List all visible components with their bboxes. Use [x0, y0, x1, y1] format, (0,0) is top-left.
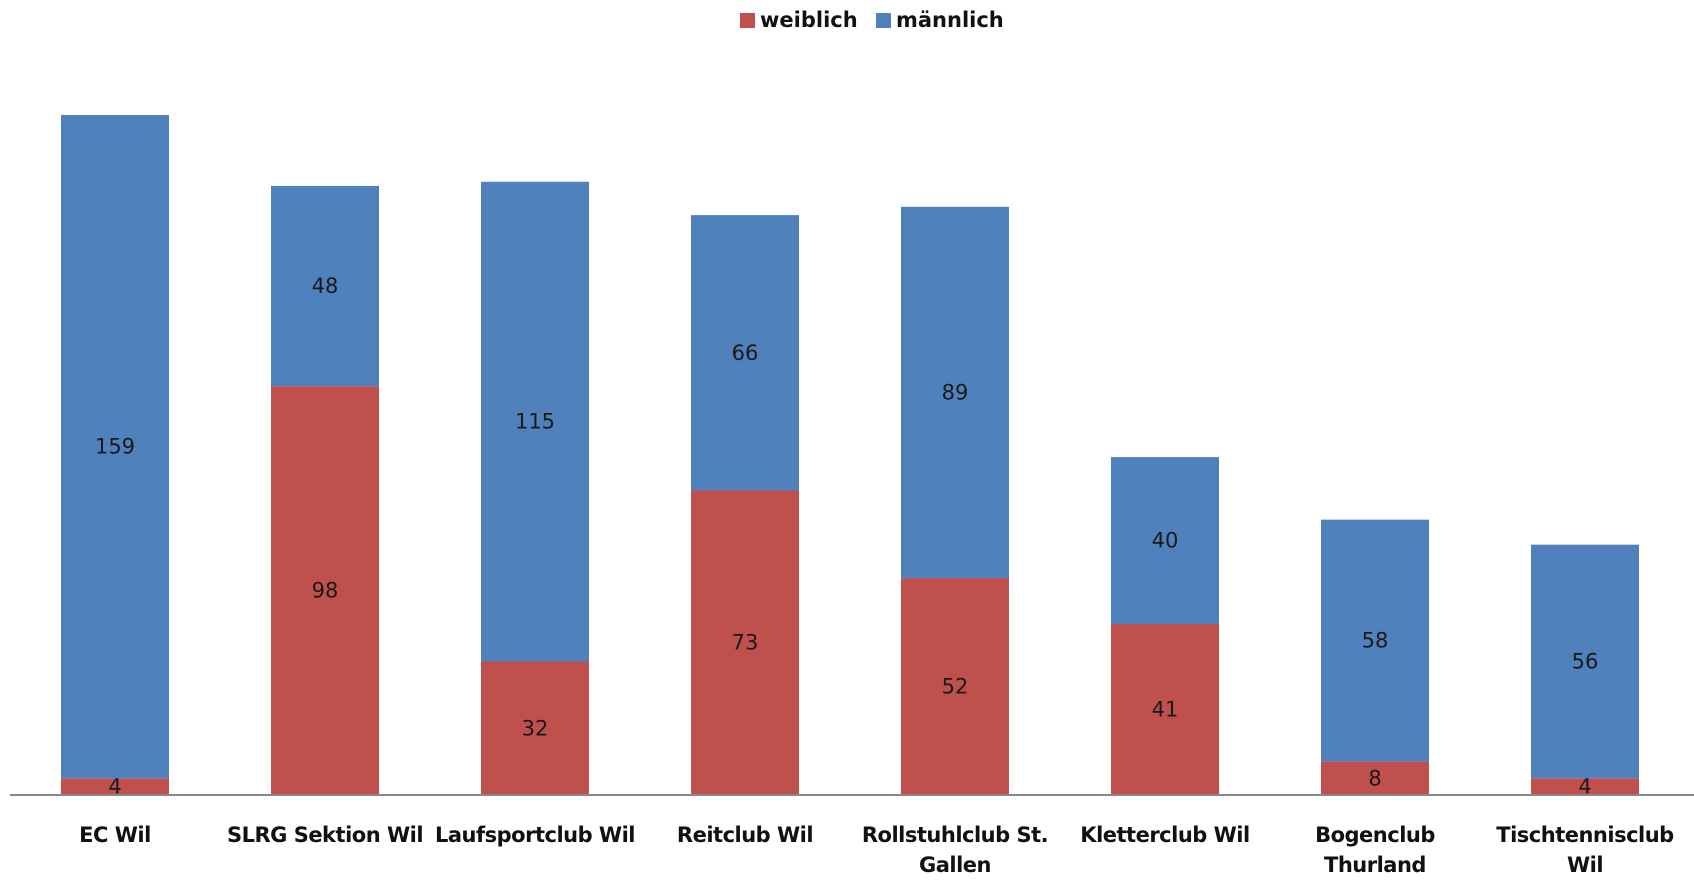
bar-segment: [691, 490, 799, 795]
legend-swatch: [740, 12, 755, 28]
data-label: 4: [1578, 775, 1591, 799]
legend-swatch: [876, 12, 891, 28]
data-label: 115: [515, 410, 555, 434]
legend-label: weiblich: [760, 8, 858, 32]
data-label: 56: [1572, 650, 1599, 674]
bar-segment: [271, 386, 379, 795]
bar-segment: [61, 115, 169, 779]
x-tick-label: SLRG Sektion Wil: [226, 823, 424, 847]
data-label: 8: [1368, 766, 1381, 790]
data-label: 159: [95, 435, 135, 459]
bar-segment: [691, 215, 799, 491]
x-tick-label: EC Wil: [79, 823, 151, 847]
data-label: 66: [732, 341, 759, 365]
data-label: 32: [522, 716, 549, 740]
x-tick-label: Laufsportclub Wil: [435, 823, 636, 847]
data-label: 73: [732, 631, 759, 655]
legend-label: männlich: [896, 8, 1004, 32]
bar-segment: [901, 206, 1009, 579]
data-label: 58: [1362, 629, 1389, 653]
data-label: 52: [942, 675, 969, 699]
bar-segment: [1531, 544, 1639, 779]
bar-segment: [901, 578, 1009, 795]
x-tick-label: Rollstuhlclub St. Gallen: [861, 823, 1049, 877]
legend-item: weiblich: [740, 8, 858, 32]
x-tick-label: Tischtennisclub Wil: [1496, 823, 1674, 877]
data-label: 41: [1152, 697, 1179, 721]
data-label: 40: [1152, 529, 1179, 553]
bar-segment: [481, 181, 589, 662]
data-label: 4: [108, 775, 121, 799]
bar-segment: [1531, 778, 1639, 795]
bar-segment: [1321, 519, 1429, 762]
bar-segment: [1111, 457, 1219, 624]
data-label: 98: [312, 579, 339, 603]
x-tick-label: Kletterclub Wil: [1080, 823, 1250, 847]
bar-segment: [271, 185, 379, 387]
bar-segment: [61, 778, 169, 795]
data-label: 48: [312, 274, 339, 298]
bar-segment: [1111, 623, 1219, 795]
x-tick-label: Reitclub Wil: [676, 823, 814, 847]
data-label: 89: [942, 380, 969, 404]
x-tick-label: Bogenclub Thurland: [1315, 823, 1435, 877]
legend-item: männlich: [876, 8, 1004, 32]
bar-segment: [481, 661, 589, 795]
bar-segment: [1321, 761, 1429, 795]
